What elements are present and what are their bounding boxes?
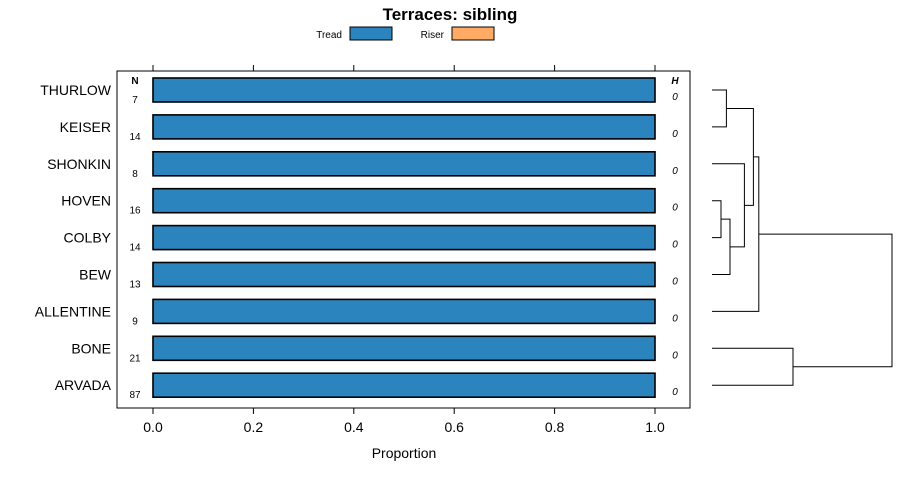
bar-tread (152, 151, 656, 177)
h-value: 0 (672, 277, 678, 288)
dendrogram-link (726, 107, 754, 206)
bar-tread (152, 187, 656, 214)
h-value: 0 (672, 203, 678, 214)
h-value: 0 (672, 166, 678, 177)
legend-swatch-riser (451, 26, 495, 41)
category-label: BONE (71, 340, 111, 356)
h-value: 0 (672, 350, 678, 361)
n-value: 16 (129, 206, 141, 217)
category-label: ARVADA (55, 377, 112, 393)
h-value: 0 (672, 313, 678, 324)
category-label: ALLENTINE (35, 303, 111, 319)
category-label: HOVEN (61, 193, 111, 209)
category-label: COLBY (64, 230, 112, 246)
x-tick-label: 0.4 (344, 419, 364, 435)
bar-tread (152, 114, 656, 140)
plot-frame (116, 70, 691, 409)
legend: Tread Riser (316, 26, 495, 41)
n-value: 21 (129, 353, 141, 364)
dendrogram-link (712, 163, 745, 248)
dendrogram-link (712, 200, 722, 239)
n-value: 14 (129, 243, 141, 254)
bars (152, 77, 656, 399)
h-value: 0 (672, 129, 678, 140)
bar-tread (152, 335, 656, 362)
n-value: 9 (132, 316, 138, 327)
n-value: 13 (129, 280, 141, 291)
dendrogram-link (758, 233, 893, 368)
x-axis: 0.0 0.2 0.4 0.6 0.8 1.0 (143, 65, 665, 435)
dendrogram-link (712, 156, 760, 312)
bar-tread (152, 77, 656, 103)
category-label: THURLOW (40, 82, 112, 98)
h-header: H (671, 76, 679, 87)
legend-label-riser: Riser (421, 30, 445, 41)
chart-title: Terraces: sibling (383, 5, 518, 24)
bar-tread (152, 372, 656, 399)
n-value: 7 (132, 95, 138, 106)
legend-label-tread: Tread (316, 30, 342, 41)
h-value: 0 (672, 387, 678, 398)
legend-swatch-tread (349, 26, 393, 41)
category-label: SHONKIN (47, 156, 111, 172)
n-value: 14 (129, 132, 141, 143)
category-label: KEISER (60, 119, 111, 135)
x-tick-label: 0.0 (143, 419, 163, 435)
x-tick-label: 1.0 (645, 419, 665, 435)
category-labels: THURLOW 7 0 KEISER 14 0 SHONKIN 8 0 HOVEN 16 0 COLBY… (35, 82, 678, 401)
dendrogram-link (712, 347, 794, 386)
bar-tread (152, 224, 656, 251)
n-header: N (131, 76, 138, 87)
n-value: 8 (132, 169, 138, 180)
x-axis-label: Proportion (372, 445, 437, 461)
x-tick-label: 0.8 (545, 419, 565, 435)
x-tick-label: 0.6 (444, 419, 464, 435)
bar-tread (152, 298, 656, 325)
n-value: 87 (129, 390, 141, 401)
dendrogram-link (712, 89, 727, 128)
h-value: 0 (672, 240, 678, 251)
bar-tread (152, 261, 656, 288)
h-value: 0 (672, 92, 678, 103)
category-label: BEW (79, 267, 112, 283)
x-tick-label: 0.2 (244, 419, 264, 435)
dendrogram (712, 89, 893, 386)
